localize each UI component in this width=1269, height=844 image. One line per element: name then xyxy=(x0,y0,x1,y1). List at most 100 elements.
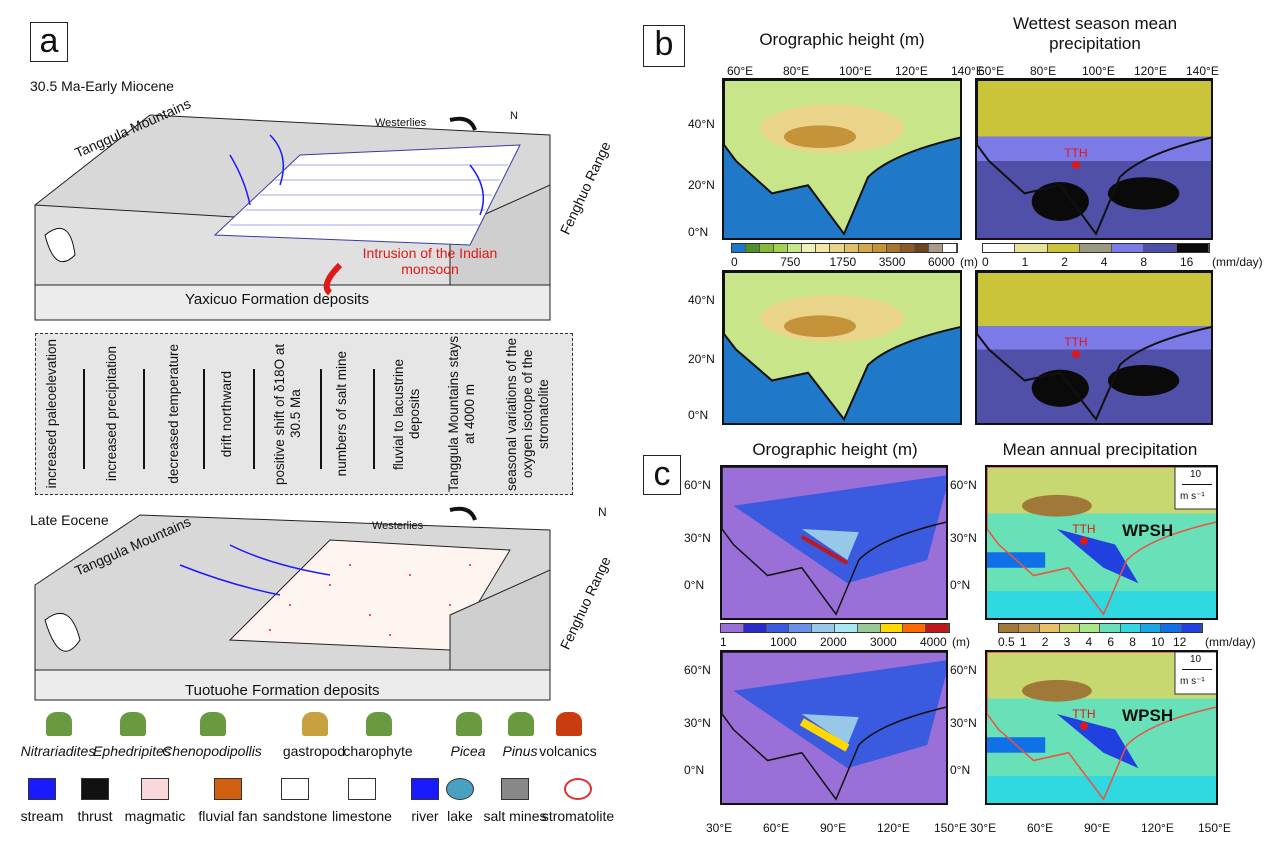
lon-tick: 100°E xyxy=(1082,64,1115,78)
c-orographic-map-1 xyxy=(720,650,948,805)
colorbar-tick: 4 xyxy=(1100,255,1108,269)
change-item: decreased temperature xyxy=(166,344,181,484)
colorbar-tick: 1750 xyxy=(829,255,857,269)
colorbar-tick: 16 xyxy=(1180,255,1194,269)
colorbar-swatch xyxy=(721,624,744,632)
lat-tick: 20°N xyxy=(688,178,715,192)
lat-tick: 60°N xyxy=(950,478,977,492)
wind-ref-unit: m s⁻¹ xyxy=(1180,676,1205,687)
legend-thrust-icon xyxy=(81,778,109,800)
lon-tick: 30°E xyxy=(706,821,733,835)
colorbar-swatch xyxy=(1100,624,1121,632)
lat-tick: 30°N xyxy=(684,531,711,545)
legend-icon-ephedripites-icon xyxy=(120,712,146,736)
map-field xyxy=(987,467,1216,618)
lon-tick: 120°E xyxy=(1141,821,1174,835)
lat-tick: 0°N xyxy=(688,408,709,422)
westerlies-label-top: Westerlies xyxy=(375,117,427,129)
legend-sandstone-icon xyxy=(281,778,309,800)
legend-label: magmatic xyxy=(124,808,186,824)
colorbar-swatch xyxy=(1080,624,1101,632)
colorbar-swatch xyxy=(816,244,831,252)
colorbar-tick: 10 xyxy=(1151,635,1165,649)
colorbar-tick: 8 xyxy=(1140,255,1148,269)
colorbar-tick: 1 xyxy=(720,635,727,649)
wind-ref-arrow-icon xyxy=(1182,669,1212,670)
lon-tick: 120°E xyxy=(895,64,928,78)
colorbar-tick: 3 xyxy=(1063,635,1071,649)
map-field xyxy=(977,272,1211,423)
b-title-right: Wettest season mean precipitation xyxy=(1012,14,1178,53)
legend-label: fluvial fan xyxy=(198,808,258,824)
wind-ref-value: 10 xyxy=(1190,654,1202,665)
b-precip-map-1: TTH xyxy=(975,270,1213,425)
tth-label: TTH xyxy=(1072,521,1096,536)
legend-label: sandstone xyxy=(262,808,328,824)
colorbar-swatch xyxy=(1079,244,1113,252)
colorbar-swatch xyxy=(732,244,747,252)
up-arrow-icon xyxy=(253,369,255,469)
map-field xyxy=(724,272,960,423)
legend-label: volcanics xyxy=(539,743,597,759)
colorbar-swatch xyxy=(872,244,887,252)
colorbar-tick: 750 xyxy=(780,255,801,269)
lat-tick: 40°N xyxy=(688,293,715,307)
colorbar-swatch xyxy=(926,624,949,632)
map-field xyxy=(987,652,1216,803)
legend-label: lake xyxy=(447,808,473,824)
up-arrow-icon xyxy=(373,369,375,469)
lon-tick: 30°E xyxy=(970,821,997,835)
map-field xyxy=(722,467,946,618)
tth-marker-icon xyxy=(1080,536,1089,545)
colorbar-swatch xyxy=(942,244,957,252)
lon-tick: 80°E xyxy=(1030,64,1057,78)
colorbar-swatch xyxy=(999,624,1020,632)
legend-salt-mines-icon xyxy=(501,778,529,800)
colorbar-swatch xyxy=(788,244,803,252)
colorbar-swatch xyxy=(983,244,1016,252)
change-item: fluvial to lacustrine deposits xyxy=(391,358,422,470)
tth-label: TTH xyxy=(1064,146,1088,160)
block-diagram-eocene xyxy=(34,506,551,701)
colorbar-tick: 3500 xyxy=(878,255,906,269)
lon-tick: 100°E xyxy=(839,64,872,78)
colorbar-swatch xyxy=(774,244,789,252)
colorbar-tick: 2 xyxy=(1041,635,1049,649)
b-height-colorbar xyxy=(731,243,958,253)
colorbar-swatch xyxy=(1047,244,1080,252)
period-label-bottom: Late Eocene xyxy=(30,512,109,528)
change-item: drift northward xyxy=(219,370,234,458)
legend-icon-charophyte-icon xyxy=(366,712,392,736)
lon-tick: 150°E xyxy=(934,821,967,835)
change-item: seasonal variations of the oxygen isotop… xyxy=(504,337,551,491)
lon-tick: 140°E xyxy=(1186,64,1219,78)
c-title-right: Mean annual precipitation xyxy=(1002,440,1198,459)
intrusion-label: Intrusion of the Indian monsoon xyxy=(362,245,498,277)
colorbar-swatch xyxy=(1120,624,1142,632)
colorbar-swatch xyxy=(1181,624,1202,632)
tth-marker-icon xyxy=(1072,349,1081,358)
lat-tick: 0°N xyxy=(950,763,971,777)
colorbar-swatch xyxy=(789,624,813,632)
colorbar-swatch xyxy=(766,624,790,632)
legend-label: Pinus xyxy=(502,743,538,759)
legend-lake-icon xyxy=(446,778,474,800)
up-arrow-icon xyxy=(83,369,85,469)
map-field xyxy=(977,80,1211,238)
colorbar-swatch xyxy=(802,244,817,252)
colorbar-swatch xyxy=(1019,624,1040,632)
wind-ref-unit: m s⁻¹ xyxy=(1180,491,1205,502)
wind-ref-value: 10 xyxy=(1190,469,1202,480)
period-label-top: 30.5 Ma-Early Miocene xyxy=(30,78,174,94)
legend-icon-volcanics-icon xyxy=(556,712,582,736)
lat-tick: 40°N xyxy=(688,117,715,131)
block-diagram-miocene xyxy=(34,114,551,321)
lon-tick: 120°E xyxy=(1134,64,1167,78)
colorbar-swatch xyxy=(858,244,873,252)
colorbar-swatch xyxy=(903,624,927,632)
b-precip-colorbar xyxy=(982,243,1210,253)
c-precip-map-1: TTH WPSH 10 m s⁻¹ xyxy=(985,650,1218,805)
lon-tick: 60°E xyxy=(727,64,754,78)
legend-label: limestone xyxy=(332,808,392,824)
legend-icon-pinus-icon xyxy=(508,712,534,736)
